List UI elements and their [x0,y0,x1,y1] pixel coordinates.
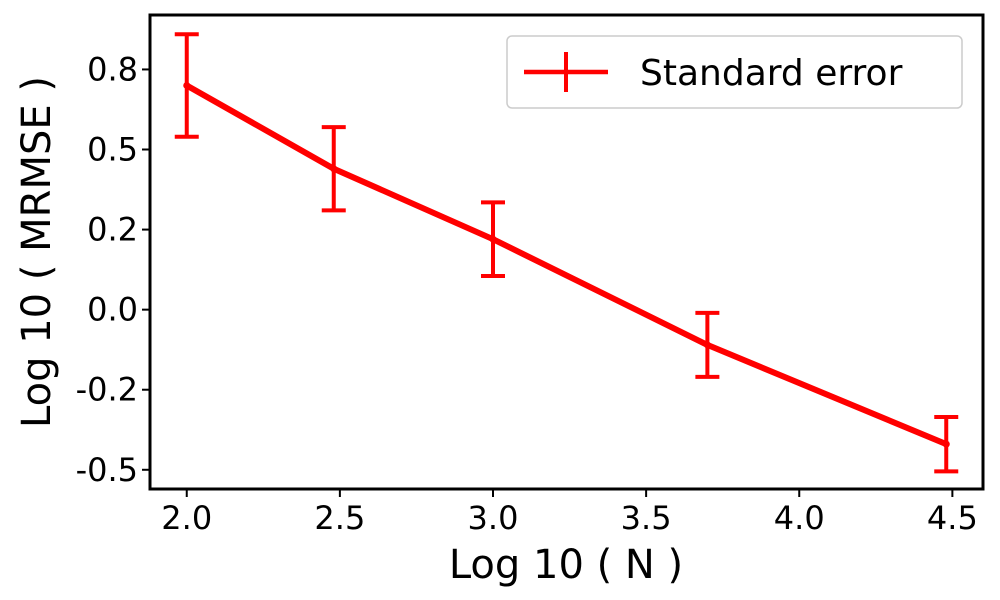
y-axis-title: Log 10 ( MRMSE ) [14,76,60,428]
data-point [489,235,497,243]
data-point [183,81,191,89]
y-tick-label: -0.2 [76,371,138,409]
series-line [183,82,950,448]
x-tick-label: 2.0 [161,499,212,537]
data-point [330,165,338,173]
y-tick-label: 0.0 [87,291,138,329]
x-tick-label: 3.0 [468,499,519,537]
x-tick-label: 4.0 [774,499,825,537]
legend-label: Standard error [640,53,903,94]
x-tick-label: 3.5 [621,499,672,537]
data-point [703,341,711,349]
y-tick-label: 0.8 [87,50,138,88]
y-tick-label: -0.5 [76,451,138,489]
legend: Standard error [506,35,963,109]
x-tick-label: 4.5 [927,499,978,537]
x-tick-label: 2.5 [314,499,365,537]
data-point [942,440,950,448]
y-tick-label: 0.5 [87,131,138,169]
legend-box [506,35,963,109]
y-tick-label: 0.2 [87,211,138,249]
plot-frame [148,13,985,491]
x-axis-title: Log 10 ( N ) [449,542,683,588]
